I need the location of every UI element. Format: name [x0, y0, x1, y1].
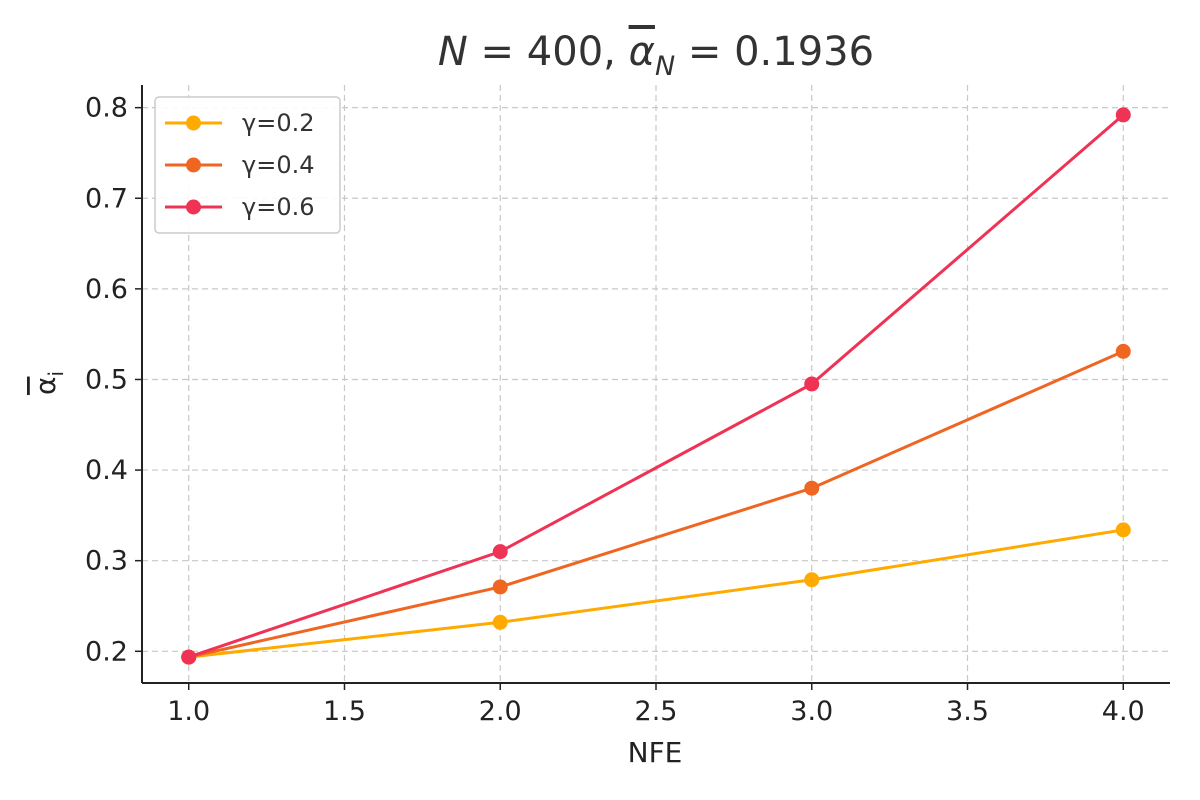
legend-label: γ=0.6: [242, 193, 314, 221]
series-3: [181, 107, 1131, 665]
chart-title: N = 400, αN = 0.1936: [438, 29, 874, 82]
x-tick-label: 1.0: [167, 696, 210, 727]
x-tick-label: 3.5: [946, 696, 989, 727]
data-point: [1115, 107, 1131, 123]
x-tick-label: 1.5: [323, 696, 366, 727]
data-point: [1115, 522, 1131, 538]
y-axis-label: αi: [29, 371, 68, 395]
y-tick-label: 0.2: [85, 636, 128, 667]
y-tick-label: 0.5: [85, 364, 128, 395]
x-tick-label: 2.5: [635, 696, 678, 727]
x-tick-label: 3.0: [790, 696, 833, 727]
y-tick-label: 0.8: [85, 93, 128, 124]
legend-label: γ=0.2: [242, 109, 314, 137]
x-axis-label: NFE: [628, 736, 683, 769]
title-n: N: [438, 29, 468, 75]
y-axis-label-subscript: i: [44, 371, 68, 377]
data-point: [492, 614, 508, 630]
title-alpha-subscript: N: [655, 51, 675, 82]
data-point: [804, 572, 820, 588]
y-tick-label: 0.3: [85, 546, 128, 577]
data-point: [1115, 343, 1131, 359]
y-tick-label: 0.6: [85, 274, 128, 305]
legend-swatch-marker: [186, 115, 201, 131]
legend: γ=0.2 γ=0.4 γ=0.6: [154, 96, 341, 234]
legend-entry: γ=0.2: [165, 109, 314, 137]
legend-entry: γ=0.6: [165, 193, 314, 221]
series-line: [188, 350, 1124, 659]
series-lines: [181, 107, 1131, 665]
data-point: [492, 579, 508, 595]
x-tick-label: 2.0: [479, 696, 522, 727]
data-point: [492, 544, 508, 560]
data-point: [181, 649, 197, 665]
legend-box: [154, 96, 341, 234]
series-line: [188, 528, 1124, 659]
legend-swatch-marker: [186, 199, 201, 215]
title-equals-value: = 0.1936: [675, 29, 874, 75]
data-point: [804, 480, 820, 496]
x-tick-label: 4.0: [1102, 696, 1145, 727]
series-line: [188, 113, 1125, 659]
y-tick-label: 0.7: [85, 183, 128, 214]
title-alpha: α: [629, 29, 655, 75]
series-1: [181, 522, 1131, 665]
title-equals-400: = 400,: [468, 29, 629, 75]
legend-entry: γ=0.4: [165, 151, 314, 179]
axes: 1.0 1.5 2.0 2.5 3.0 3.5 4.0 0.2 0.3 0.4 0.5 0.6 0.7 0…: [85, 85, 1170, 727]
legend-swatch-marker: [186, 157, 201, 173]
data-point: [804, 376, 820, 392]
y-tick-label: 0.4: [85, 455, 128, 486]
y-axis-label-alpha: α: [29, 377, 62, 395]
legend-label: γ=0.4: [242, 151, 314, 179]
